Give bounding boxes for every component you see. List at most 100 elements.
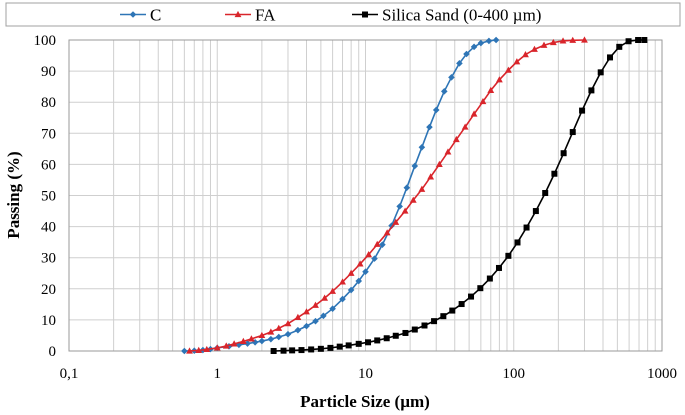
data-point xyxy=(275,333,283,341)
legend-entries: C FA Silica Sand (0-400 µm) xyxy=(120,6,541,25)
legend-box xyxy=(5,2,681,27)
data-point xyxy=(569,36,577,43)
data-point xyxy=(418,185,426,192)
data-point xyxy=(542,190,549,197)
data-point xyxy=(294,313,302,321)
x-tick-label: 1000 xyxy=(647,366,677,382)
x-tick-labels: 0,1 1 10 100 1000 xyxy=(60,366,677,382)
data-point xyxy=(403,184,411,192)
y-tick-label: 0 xyxy=(49,344,57,360)
data-point xyxy=(569,129,576,136)
data-point xyxy=(461,123,469,130)
y-axis-label: Passing (%) xyxy=(4,151,23,238)
data-point xyxy=(355,277,363,285)
data-point xyxy=(588,87,595,94)
data-point xyxy=(303,322,310,330)
series-2 xyxy=(186,36,588,354)
data-point xyxy=(421,322,428,329)
data-point xyxy=(339,295,346,303)
data-point xyxy=(186,347,193,354)
data-point xyxy=(470,110,478,117)
data-point xyxy=(362,268,369,275)
data-point xyxy=(579,107,586,114)
data-point xyxy=(477,39,485,47)
data-point xyxy=(560,150,567,157)
legend-label: FA xyxy=(255,6,276,25)
series-group xyxy=(181,36,648,355)
data-point xyxy=(388,222,395,229)
series-3 xyxy=(270,37,648,354)
data-point xyxy=(485,37,493,45)
data-point xyxy=(426,123,433,131)
data-point xyxy=(275,324,283,331)
data-point xyxy=(329,287,337,294)
data-point xyxy=(374,337,381,344)
data-point xyxy=(336,343,343,350)
data-point xyxy=(258,337,266,345)
data-point xyxy=(418,143,426,151)
data-point xyxy=(549,38,557,46)
y-tick-labels: 0 10 20 30 40 50 60 70 80 90 100 xyxy=(34,33,57,360)
data-point xyxy=(280,347,287,354)
y-tick-label: 10 xyxy=(41,313,56,329)
data-point xyxy=(432,106,440,114)
data-point xyxy=(458,301,465,308)
data-point xyxy=(495,264,502,271)
data-point xyxy=(448,74,455,81)
data-point xyxy=(641,37,648,43)
legend-entry: FA xyxy=(225,6,276,25)
data-point xyxy=(411,326,418,333)
x-tick-label: 100 xyxy=(503,366,526,382)
data-point xyxy=(270,348,277,354)
data-point xyxy=(392,218,400,225)
data-point xyxy=(339,278,346,285)
y-tick-label: 70 xyxy=(41,126,56,142)
data-point xyxy=(513,58,521,65)
legend-marker xyxy=(362,11,368,18)
data-point xyxy=(551,170,558,177)
data-point xyxy=(470,43,478,51)
data-point xyxy=(486,275,493,282)
data-point xyxy=(248,335,255,342)
data-point xyxy=(440,313,447,320)
data-point xyxy=(581,36,588,43)
data-point xyxy=(559,37,567,44)
data-point xyxy=(213,344,221,351)
data-point xyxy=(487,86,495,93)
data-point xyxy=(258,331,266,339)
data-point xyxy=(477,285,484,292)
data-point xyxy=(356,260,364,267)
plot-frame xyxy=(68,39,663,352)
data-point xyxy=(327,344,334,351)
data-point xyxy=(625,38,632,45)
data-point xyxy=(635,37,642,43)
data-point xyxy=(452,135,460,143)
data-point xyxy=(449,307,456,314)
data-point xyxy=(347,286,355,294)
x-tick-label: 0,1 xyxy=(60,366,79,382)
data-point xyxy=(251,338,259,346)
data-point xyxy=(294,326,302,334)
data-point xyxy=(431,318,438,325)
data-point xyxy=(308,346,315,353)
data-point xyxy=(532,208,539,215)
x-axis-label: Particle Size (µm) xyxy=(300,392,430,411)
data-point xyxy=(267,335,275,343)
data-point xyxy=(365,250,373,258)
data-point xyxy=(504,66,512,73)
legend: C FA Silica Sand (0-400 µm) xyxy=(5,2,681,27)
data-point xyxy=(345,342,352,349)
data-point xyxy=(616,43,623,50)
data-point xyxy=(317,345,324,352)
data-point xyxy=(444,148,452,155)
data-point xyxy=(427,173,435,180)
data-point xyxy=(411,162,419,170)
y-tick-label: 50 xyxy=(41,189,56,205)
data-point xyxy=(379,241,386,248)
y-tick-label: 30 xyxy=(41,251,56,267)
data-point xyxy=(468,293,475,300)
data-point xyxy=(321,294,329,301)
data-point xyxy=(607,54,614,61)
data-point xyxy=(505,252,512,259)
